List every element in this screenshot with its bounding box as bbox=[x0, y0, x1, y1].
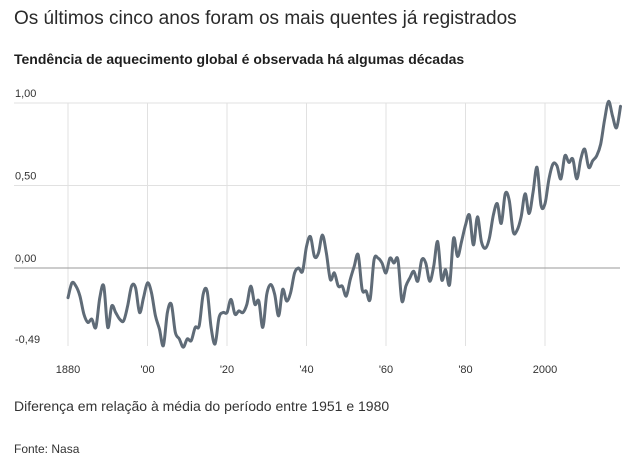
chart-subtitle: Tendência de aquecimento global é observ… bbox=[14, 51, 465, 67]
y-tick-label-2: 0,00 bbox=[15, 253, 36, 265]
y-tick-label-1: 0,50 bbox=[15, 171, 36, 183]
x-tick-label-6: 2000 bbox=[533, 364, 557, 376]
x-tick-label-0: 1880 bbox=[56, 364, 80, 376]
x-tick-label-5: '80 bbox=[458, 364, 472, 376]
data-source: Fonte: Nasa bbox=[14, 442, 80, 456]
y-tick-label-0: 1,00 bbox=[15, 88, 36, 100]
x-tick-labels: 1880 '00 '20 '40 '60 '80 2000 bbox=[56, 364, 557, 376]
x-tick-label-4: '60 bbox=[379, 364, 393, 376]
x-tick-label-1: '00 bbox=[140, 364, 154, 376]
grid-horizontal bbox=[14, 102, 620, 186]
chart-title: Os últimos cinco anos foram os mais quen… bbox=[14, 8, 517, 29]
y-tick-labels: 1,00 0,50 0,00 -0,49 bbox=[15, 88, 40, 346]
x-tick-label-3: '40 bbox=[299, 364, 313, 376]
footer-note: Diferença em relação à média do período … bbox=[14, 398, 390, 414]
y-tick-label-3: -0,49 bbox=[15, 334, 40, 346]
x-tick-label-2: '20 bbox=[220, 364, 234, 376]
temperature-anomaly-line bbox=[66, 99, 623, 349]
